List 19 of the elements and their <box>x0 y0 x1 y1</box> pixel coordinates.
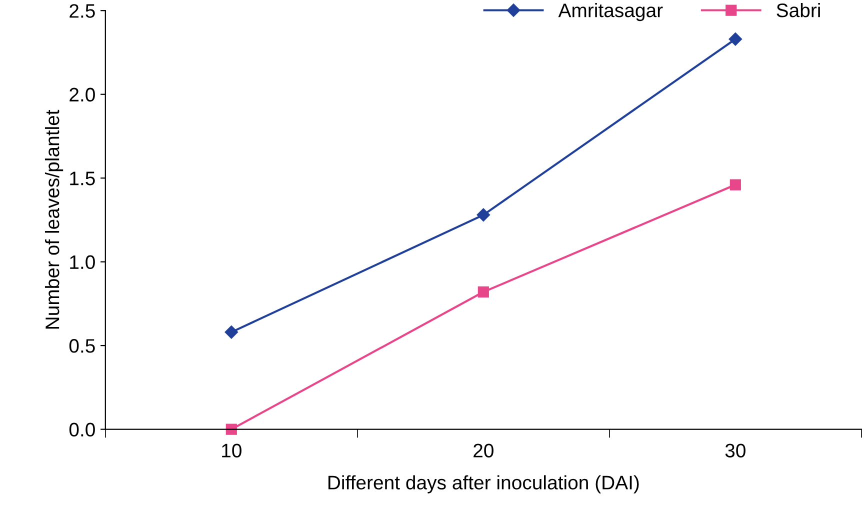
x-tick-label: 30 <box>725 444 746 458</box>
legend-label: Amritasagar <box>558 2 663 22</box>
y-tick-label: 0.0 <box>69 422 95 437</box>
point <box>478 286 489 298</box>
point <box>728 32 742 46</box>
y-tick-label: 1.0 <box>70 255 95 270</box>
x-axis-title: Different days after inoculation (DAI) <box>328 475 639 494</box>
y-tick-label: 1.5 <box>70 172 95 186</box>
y-tick-label: 0.5 <box>69 339 95 353</box>
point <box>226 424 237 435</box>
y-tick-label: 2.5 <box>70 4 95 18</box>
y-axis-title: Number of leaves/plantlet <box>44 110 64 329</box>
x-tick-label: 10 <box>222 444 242 458</box>
legend-label: Sabri <box>776 2 820 18</box>
point <box>476 208 490 222</box>
point <box>224 326 238 339</box>
x-tick-label: 20 <box>474 444 494 458</box>
point <box>730 179 741 190</box>
y-tick-label: 2.0 <box>70 88 95 102</box>
